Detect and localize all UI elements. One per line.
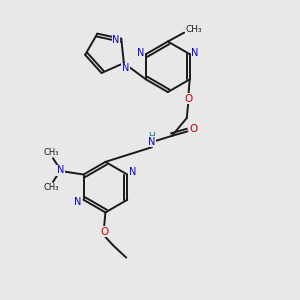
- Text: N: N: [129, 167, 136, 177]
- Text: O: O: [190, 124, 198, 134]
- Text: CH₃: CH₃: [44, 183, 59, 192]
- Text: N: N: [191, 48, 199, 58]
- Text: N: N: [112, 35, 120, 45]
- Text: N: N: [74, 197, 82, 207]
- Text: O: O: [100, 227, 109, 237]
- Text: CH₃: CH₃: [44, 148, 59, 157]
- Text: N: N: [148, 137, 156, 147]
- Text: N: N: [57, 165, 64, 175]
- Text: CH₃: CH₃: [185, 25, 202, 34]
- Text: N: N: [137, 48, 144, 58]
- Text: O: O: [184, 94, 192, 104]
- Text: H: H: [148, 132, 154, 141]
- Text: N: N: [122, 63, 129, 74]
